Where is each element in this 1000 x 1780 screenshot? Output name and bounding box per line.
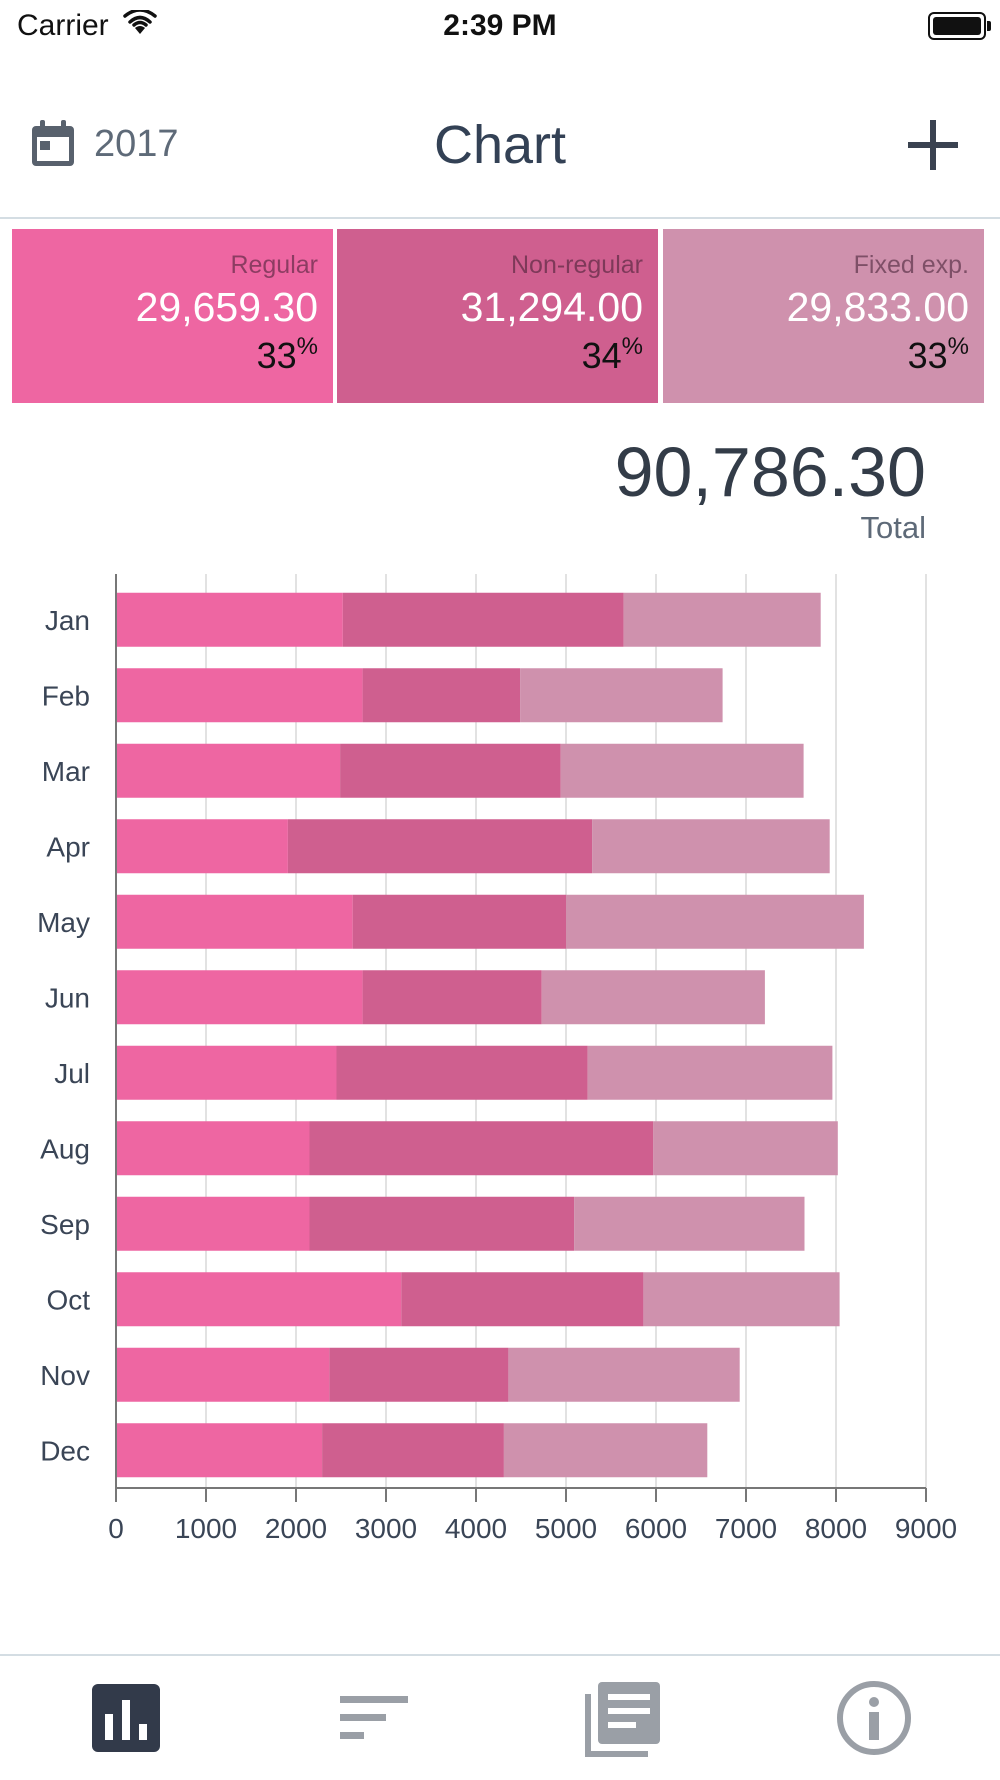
y-tick-label: Sep — [40, 1209, 90, 1240]
total-label: Total — [860, 510, 926, 545]
clock: 2:39 PM — [443, 9, 557, 42]
y-tick-label: Nov — [40, 1360, 90, 1391]
add-icon[interactable] — [906, 118, 960, 172]
bar-segment — [116, 592, 343, 647]
bar-segment — [520, 668, 723, 723]
bar-segment — [340, 743, 561, 798]
y-tick-label: Feb — [42, 680, 90, 711]
card-amount: 29,833.00 — [786, 284, 969, 330]
y-tick-label: Dec — [40, 1435, 90, 1466]
card-percent: 33% — [256, 333, 318, 376]
summary-card-regular[interactable]: Regular 29,659.30 33% — [12, 229, 333, 403]
bar-segment — [643, 1272, 840, 1327]
bar-segment — [116, 1423, 323, 1478]
sort-list-tab-icon[interactable] — [334, 1678, 414, 1758]
bar-segment — [116, 1121, 310, 1176]
bar-segment — [287, 819, 593, 874]
summary-cards: Regular 29,659.30 33% Non-regular 31,294… — [12, 229, 984, 403]
status-bar: Carrier 2:39 PM — [0, 0, 1000, 52]
bar-segment — [362, 668, 521, 723]
page-title: Chart — [433, 115, 567, 175]
x-tick-label: 0 — [108, 1513, 124, 1544]
bar-segment — [560, 743, 804, 798]
bar-segment — [653, 1121, 838, 1176]
bar-segment — [116, 1272, 402, 1327]
card-amount: 31,294.00 — [460, 284, 643, 330]
bottom-tab-bar — [0, 1654, 1000, 1780]
card-percent: 34% — [581, 333, 643, 376]
app-header: 2017 Chart — [0, 90, 1000, 219]
bar-segment — [592, 819, 830, 874]
card-label: Fixed exp. — [853, 251, 969, 279]
y-tick-label: May — [37, 907, 90, 938]
bar-segment — [503, 1423, 708, 1478]
card-percent: 33% — [907, 333, 969, 376]
bar-segment — [116, 894, 353, 949]
carrier-label: Carrier — [17, 9, 109, 42]
x-tick-label: 8000 — [805, 1513, 867, 1544]
bar-segment — [116, 1045, 337, 1100]
monthly-stacked-bar-chart: Jan Feb Mar Apr May Jun Jul Aug Sep Oct Nov Dec 0 100… — [37, 574, 957, 1544]
x-tick-label: 5000 — [535, 1513, 597, 1544]
bar-segment — [116, 819, 288, 874]
bar-segment — [541, 970, 765, 1025]
x-tick-label: 6000 — [625, 1513, 687, 1544]
bar-segment — [574, 1196, 805, 1251]
bar-segment — [342, 592, 624, 647]
y-tick-label: Jul — [54, 1058, 90, 1089]
card-label: Regular — [230, 251, 318, 279]
bar-segment — [322, 1423, 504, 1478]
y-tick-label: Jun — [45, 982, 90, 1013]
bar-segment — [329, 1347, 509, 1402]
bar-segment — [116, 1347, 330, 1402]
bar-segment — [116, 743, 341, 798]
y-tick-label: Mar — [42, 756, 90, 787]
y-tick-label: Aug — [40, 1133, 90, 1164]
bar-segment — [352, 894, 566, 949]
y-tick-label: Oct — [46, 1284, 90, 1315]
bar-segment — [336, 1045, 588, 1100]
y-tick-label: Jan — [45, 605, 90, 636]
bar-segment — [116, 1196, 310, 1251]
chart-tab-icon[interactable] — [86, 1678, 166, 1758]
y-tick-label: Apr — [46, 831, 90, 862]
summary-card-fixed[interactable]: Fixed exp. 29,833.00 33% — [663, 229, 984, 403]
bar-segment — [116, 970, 363, 1025]
calendar-icon[interactable] — [30, 118, 76, 168]
card-label: Non-regular — [510, 251, 643, 279]
x-tick-label: 4000 — [445, 1513, 507, 1544]
info-tab-icon[interactable] — [834, 1678, 914, 1758]
x-tick-label: 3000 — [355, 1513, 417, 1544]
x-tick-label: 2000 — [265, 1513, 327, 1544]
bar-segment — [623, 592, 821, 647]
bar-segment — [508, 1347, 740, 1402]
year-selector[interactable]: 2017 — [94, 123, 179, 165]
x-tick-label: 7000 — [715, 1513, 777, 1544]
battery-icon — [928, 12, 991, 40]
bar-segment — [309, 1196, 575, 1251]
bar-segment — [116, 668, 363, 723]
bar-segment — [309, 1121, 654, 1176]
records-tab-icon[interactable] — [584, 1678, 664, 1758]
bar-segment — [587, 1045, 833, 1100]
bar-segment — [362, 970, 542, 1025]
total-value: 90,786.30 — [614, 433, 926, 511]
x-tick-label: 9000 — [895, 1513, 957, 1544]
bar-segment — [566, 894, 864, 949]
wifi-icon — [123, 10, 157, 34]
x-tick-label: 1000 — [175, 1513, 237, 1544]
card-amount: 29,659.30 — [135, 284, 318, 330]
bar-segment — [401, 1272, 644, 1327]
summary-card-non-regular[interactable]: Non-regular 31,294.00 34% — [337, 229, 658, 403]
